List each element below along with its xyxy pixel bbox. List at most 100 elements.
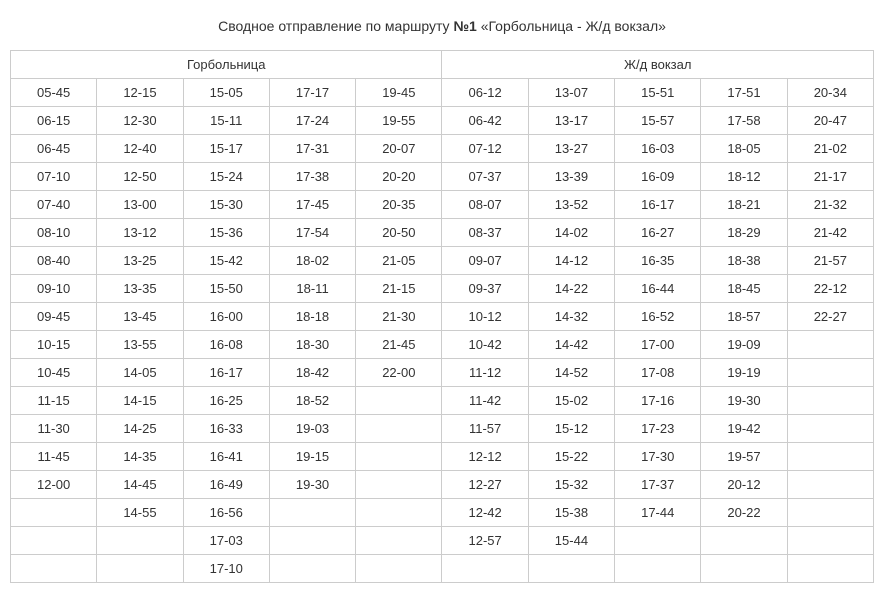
- time-cell: 17-58: [701, 107, 787, 135]
- time-cell: [701, 555, 787, 583]
- time-cell: 16-35: [615, 247, 701, 275]
- time-cell: 12-30: [97, 107, 183, 135]
- time-cell: 11-42: [442, 387, 528, 415]
- time-cell: 18-11: [269, 275, 355, 303]
- time-cell: 13-00: [97, 191, 183, 219]
- time-cell: 20-12: [701, 471, 787, 499]
- time-cell: 16-03: [615, 135, 701, 163]
- time-cell: 16-08: [183, 331, 269, 359]
- time-cell: 13-17: [528, 107, 614, 135]
- time-cell: [269, 499, 355, 527]
- time-cell: 16-49: [183, 471, 269, 499]
- time-cell: 15-36: [183, 219, 269, 247]
- time-cell: 15-24: [183, 163, 269, 191]
- time-cell: 18-30: [269, 331, 355, 359]
- time-cell: 13-12: [97, 219, 183, 247]
- time-cell: [356, 471, 442, 499]
- time-cell: 15-42: [183, 247, 269, 275]
- time-cell: 19-03: [269, 415, 355, 443]
- time-cell: 15-44: [528, 527, 614, 555]
- time-cell: [528, 555, 614, 583]
- time-cell: 19-45: [356, 79, 442, 107]
- schedule-table: Горбольница Ж/д вокзал 05-4512-1515-0517…: [10, 50, 874, 583]
- time-cell: 16-00: [183, 303, 269, 331]
- time-cell: 22-27: [787, 303, 873, 331]
- time-cell: 16-56: [183, 499, 269, 527]
- time-cell: 13-52: [528, 191, 614, 219]
- time-cell: 22-12: [787, 275, 873, 303]
- time-cell: 18-29: [701, 219, 787, 247]
- time-cell: [787, 499, 873, 527]
- time-cell: [787, 555, 873, 583]
- table-row: 12-0014-4516-4919-3012-2715-3217-3720-12: [11, 471, 874, 499]
- time-cell: 17-31: [269, 135, 355, 163]
- title-prefix: Сводное отправление по маршруту: [218, 18, 453, 34]
- table-row: 08-1013-1215-3617-5420-5008-3714-0216-27…: [11, 219, 874, 247]
- time-cell: 11-12: [442, 359, 528, 387]
- time-cell: 07-12: [442, 135, 528, 163]
- table-row: 07-4013-0015-3017-4520-3508-0713-5216-17…: [11, 191, 874, 219]
- time-cell: [442, 555, 528, 583]
- table-row: 09-4513-4516-0018-1821-3010-1214-3216-52…: [11, 303, 874, 331]
- time-cell: 14-25: [97, 415, 183, 443]
- time-cell: 17-03: [183, 527, 269, 555]
- time-cell: 18-05: [701, 135, 787, 163]
- time-cell: 19-15: [269, 443, 355, 471]
- table-row: 09-1013-3515-5018-1121-1509-3714-2216-44…: [11, 275, 874, 303]
- time-cell: 09-07: [442, 247, 528, 275]
- time-cell: 15-02: [528, 387, 614, 415]
- time-cell: 17-24: [269, 107, 355, 135]
- time-cell: 09-45: [11, 303, 97, 331]
- time-cell: 14-52: [528, 359, 614, 387]
- time-cell: 19-30: [701, 387, 787, 415]
- time-cell: [787, 415, 873, 443]
- time-cell: 13-25: [97, 247, 183, 275]
- time-cell: [356, 555, 442, 583]
- time-cell: 17-17: [269, 79, 355, 107]
- time-cell: 07-37: [442, 163, 528, 191]
- time-cell: 16-17: [183, 359, 269, 387]
- time-cell: 11-57: [442, 415, 528, 443]
- time-cell: 13-39: [528, 163, 614, 191]
- time-cell: 14-35: [97, 443, 183, 471]
- time-cell: 18-12: [701, 163, 787, 191]
- time-cell: [97, 555, 183, 583]
- time-cell: [787, 443, 873, 471]
- time-cell: [356, 387, 442, 415]
- time-cell: 17-30: [615, 443, 701, 471]
- time-cell: 19-57: [701, 443, 787, 471]
- time-cell: 12-57: [442, 527, 528, 555]
- time-cell: 11-30: [11, 415, 97, 443]
- time-cell: 13-27: [528, 135, 614, 163]
- table-row: 06-4512-4015-1717-3120-0707-1213-2716-03…: [11, 135, 874, 163]
- time-cell: 12-15: [97, 79, 183, 107]
- time-cell: 15-57: [615, 107, 701, 135]
- time-cell: 20-34: [787, 79, 873, 107]
- time-cell: [97, 527, 183, 555]
- time-cell: [787, 527, 873, 555]
- time-cell: [11, 555, 97, 583]
- time-cell: 08-07: [442, 191, 528, 219]
- time-cell: [269, 527, 355, 555]
- time-cell: [356, 443, 442, 471]
- title-suffix: «Горбольница - Ж/д вокзал»: [477, 18, 666, 34]
- time-cell: 18-18: [269, 303, 355, 331]
- time-cell: 15-38: [528, 499, 614, 527]
- time-cell: 16-17: [615, 191, 701, 219]
- time-cell: 21-02: [787, 135, 873, 163]
- time-cell: 20-50: [356, 219, 442, 247]
- time-cell: 21-15: [356, 275, 442, 303]
- time-cell: 19-30: [269, 471, 355, 499]
- time-cell: 07-10: [11, 163, 97, 191]
- time-cell: 13-35: [97, 275, 183, 303]
- time-cell: 14-55: [97, 499, 183, 527]
- time-cell: 17-00: [615, 331, 701, 359]
- time-cell: 17-37: [615, 471, 701, 499]
- time-cell: 08-37: [442, 219, 528, 247]
- time-cell: 12-42: [442, 499, 528, 527]
- time-cell: 16-33: [183, 415, 269, 443]
- time-cell: [787, 359, 873, 387]
- time-cell: 14-32: [528, 303, 614, 331]
- table-row: 10-1513-5516-0818-3021-4510-4214-4217-00…: [11, 331, 874, 359]
- time-cell: [615, 555, 701, 583]
